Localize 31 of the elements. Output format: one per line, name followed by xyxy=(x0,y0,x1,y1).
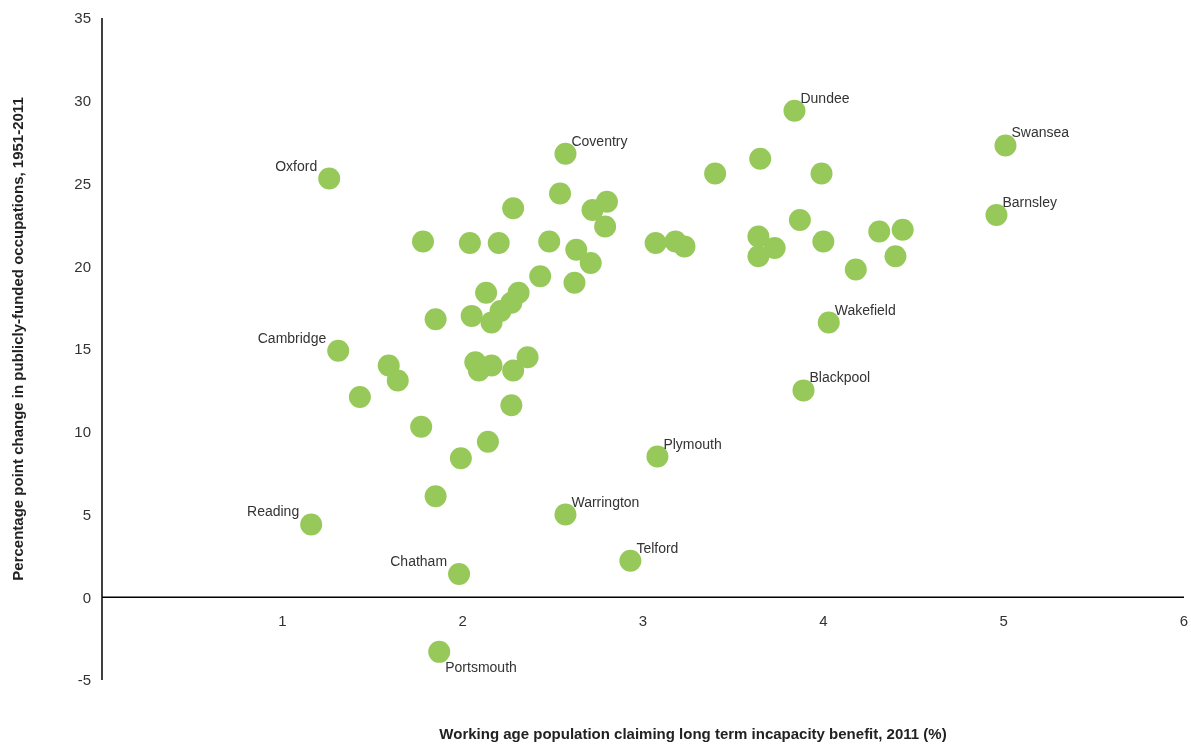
annotation: Barnsley xyxy=(1002,193,1057,210)
y-axis-title: Percentage point change in publicly-funded occupations, 1951-2011 xyxy=(9,97,26,581)
annotation: Chatham xyxy=(390,553,448,570)
y-tick-label: 15 xyxy=(74,340,91,358)
annotation: Coventry xyxy=(571,132,628,149)
x-axis-title: Working age population claiming long term incapacity benefit, 2011 (%) xyxy=(439,725,947,742)
y-tick-label: 10 xyxy=(74,423,91,440)
annotation: Reading xyxy=(247,503,300,520)
y-tick-label: 35 xyxy=(74,9,91,27)
annotation: Wakefield xyxy=(834,301,896,318)
x-tick-label: 2 xyxy=(458,612,467,630)
y-tick-label: 5 xyxy=(82,505,91,523)
y-tick-label: 25 xyxy=(74,174,91,192)
annotation: Plymouth xyxy=(663,435,722,452)
x-tick-label: 3 xyxy=(638,612,648,630)
annotation: Dundee xyxy=(800,89,850,106)
annotation: Oxford xyxy=(275,157,318,174)
y-tick-label: -5 xyxy=(77,671,91,689)
annotation: Portsmouth xyxy=(445,658,517,675)
annotation: Blackpool xyxy=(809,369,871,386)
annotation: Telford xyxy=(636,539,679,556)
annotation: Warrington xyxy=(571,493,640,510)
annotation: Swansea xyxy=(1011,124,1070,141)
x-tick-label: 1 xyxy=(278,612,287,630)
x-tick-label: 5 xyxy=(999,612,1008,630)
y-tick-label: 0 xyxy=(82,588,91,606)
annotation: Cambridge xyxy=(257,329,327,346)
y-tick-label: 30 xyxy=(74,92,91,109)
x-tick-label: 4 xyxy=(819,612,828,630)
x-tick-label: 6 xyxy=(1179,612,1189,630)
y-tick-label: 20 xyxy=(74,257,91,275)
